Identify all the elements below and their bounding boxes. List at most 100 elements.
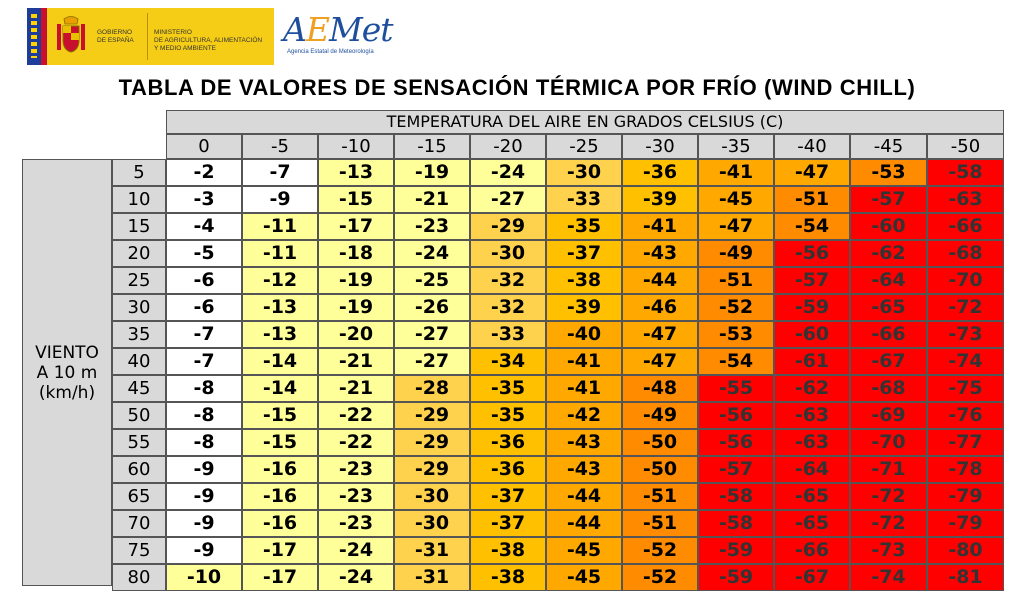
temperature-header-cell: 0 [166, 134, 242, 159]
wind-chill-cell: -69 [850, 402, 927, 429]
wind-speed-cell: 25 [112, 267, 166, 294]
wind-chill-cell: -35 [470, 402, 546, 429]
wind-chill-cell: -48 [622, 375, 698, 402]
wind-chill-cell: -19 [394, 159, 470, 186]
wind-chill-cell: -47 [774, 159, 850, 186]
wind-chill-cell: -6 [166, 267, 242, 294]
wind-chill-cell: -71 [850, 456, 927, 483]
wind-chill-cell: -9 [166, 510, 242, 537]
wind-chill-cell: -60 [774, 321, 850, 348]
wind-speed-cell: 60 [112, 456, 166, 483]
wind-chill-cell: -23 [318, 510, 394, 537]
wind-chill-cell: -72 [850, 483, 927, 510]
wind-chill-cell: -65 [774, 510, 850, 537]
wind-chill-cell: -51 [698, 267, 774, 294]
wind-chill-cell: -36 [470, 429, 546, 456]
wind-chill-cell: -7 [242, 159, 318, 186]
wind-chill-cell: -41 [622, 213, 698, 240]
wind-chill-cell: -41 [546, 348, 622, 375]
wind-chill-cell: -63 [927, 186, 1004, 213]
wind-chill-cell: -12 [242, 267, 318, 294]
wind-chill-cell: -76 [927, 402, 1004, 429]
wind-chill-cell: -39 [546, 294, 622, 321]
wind-chill-cell: -52 [622, 564, 698, 591]
wind-chill-cell: -59 [774, 294, 850, 321]
wind-chill-cell: -38 [470, 537, 546, 564]
wind-chill-cell: -73 [927, 321, 1004, 348]
wind-chill-cell: -47 [622, 348, 698, 375]
row-group-header: VIENTO A 10 m (km/h) [22, 159, 112, 586]
wind-chill-cell: -30 [546, 159, 622, 186]
temperature-header-cell: -5 [242, 134, 318, 159]
wind-chill-cell: -31 [394, 564, 470, 591]
wind-chill-cell: -6 [166, 294, 242, 321]
temperature-header-cell: -25 [546, 134, 622, 159]
wind-chill-cell: -56 [698, 429, 774, 456]
wind-chill-cell: -30 [470, 240, 546, 267]
wind-chill-cell: -13 [318, 159, 394, 186]
wind-speed-cell: 80 [112, 564, 166, 591]
wind-chill-cell: -34 [470, 348, 546, 375]
wind-chill-cell: -47 [698, 213, 774, 240]
wind-chill-cell: -11 [242, 213, 318, 240]
wind-chill-cell: -24 [470, 159, 546, 186]
wind-speed-cell: 75 [112, 537, 166, 564]
wind-chill-cell: -56 [774, 240, 850, 267]
wind-chill-cell: -13 [242, 321, 318, 348]
wind-chill-cell: -42 [546, 402, 622, 429]
wind-chill-cell: -9 [166, 483, 242, 510]
wind-chill-cell: -14 [242, 375, 318, 402]
wind-chill-cell: -16 [242, 510, 318, 537]
temperature-header-cell: -20 [470, 134, 546, 159]
wind-chill-cell: -19 [318, 294, 394, 321]
ministry-name: MINISTERIO DE AGRICULTURA, ALIMENTACIÓN … [154, 29, 263, 52]
wind-chill-cell: -49 [698, 240, 774, 267]
wind-chill-cell: -57 [774, 267, 850, 294]
wind-chill-cell: -47 [622, 321, 698, 348]
wind-chill-cell: -54 [698, 348, 774, 375]
temperature-header-cell: -15 [394, 134, 470, 159]
wind-chill-cell: -66 [927, 213, 1004, 240]
wind-chill-cell: -27 [470, 186, 546, 213]
aemet-logo: AEMet Agencia Estatal de Meteorología [283, 10, 394, 62]
wind-chill-cell: -57 [850, 186, 927, 213]
wind-speed-cell: 30 [112, 294, 166, 321]
wind-chill-cell: -21 [318, 375, 394, 402]
coat-of-arms-icon [57, 16, 85, 53]
wind-chill-cell: -49 [622, 402, 698, 429]
wind-chill-cell: -74 [850, 564, 927, 591]
temperature-header-cell: -40 [774, 134, 850, 159]
wind-chill-cell: -35 [470, 375, 546, 402]
wind-chill-cell: -58 [927, 159, 1004, 186]
wind-chill-cell: -17 [318, 213, 394, 240]
wind-chill-cell: -27 [394, 321, 470, 348]
wind-chill-cell: -77 [927, 429, 1004, 456]
temperature-header-cell: -30 [622, 134, 698, 159]
wind-chill-cell: -23 [318, 456, 394, 483]
aemet-wordmark: AEMet [283, 10, 394, 49]
wind-chill-cell: -32 [470, 267, 546, 294]
wind-chill-cell: -81 [927, 564, 1004, 591]
wind-speed-cell: 10 [112, 186, 166, 213]
wind-chill-cell: -15 [318, 186, 394, 213]
wind-chill-cell: -19 [318, 267, 394, 294]
wind-chill-cell: -23 [394, 213, 470, 240]
wind-chill-cell: -31 [394, 537, 470, 564]
wind-chill-cell: -37 [546, 240, 622, 267]
wind-chill-cell: -41 [698, 159, 774, 186]
wind-chill-cell: -16 [242, 483, 318, 510]
wind-chill-cell: -73 [850, 537, 927, 564]
wind-chill-cell: -67 [850, 348, 927, 375]
temperature-header-cell: -10 [318, 134, 394, 159]
wind-chill-cell: -62 [774, 375, 850, 402]
wind-chill-cell: -70 [927, 267, 1004, 294]
wind-chill-cell: -41 [546, 375, 622, 402]
wind-chill-cell: -79 [927, 483, 1004, 510]
wind-chill-cell: -5 [166, 240, 242, 267]
wind-chill-cell: -30 [394, 483, 470, 510]
divider [147, 13, 148, 60]
wind-chill-cell: -23 [318, 483, 394, 510]
wind-chill-cell: -4 [166, 213, 242, 240]
wind-speed-cell: 5 [112, 159, 166, 186]
aemet-subtitle: Agencia Estatal de Meteorología [287, 49, 374, 55]
